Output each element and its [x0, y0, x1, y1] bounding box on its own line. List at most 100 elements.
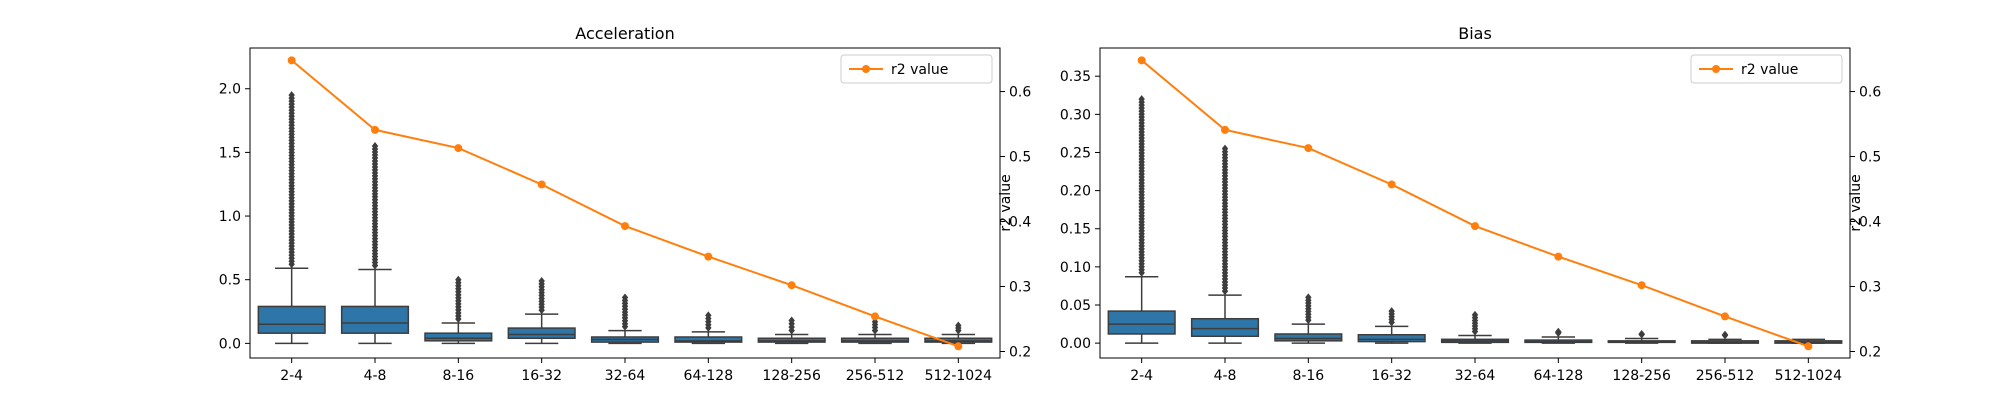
y-tick-label: 0.20 — [1060, 184, 1091, 200]
r2-point — [537, 180, 546, 189]
y2-axis-ticks: 0.2 0.3 0.4 0.5 0.6 — [1000, 85, 1031, 361]
r2-series — [287, 56, 963, 351]
outlier-point — [1555, 327, 1562, 336]
x-tick-label: 128-256 — [762, 368, 821, 384]
chart-title: Bias — [1458, 24, 1492, 43]
outlier-point — [1138, 95, 1145, 104]
outlier-point — [1305, 293, 1312, 302]
y-tick-label: 0.35 — [1060, 69, 1091, 85]
x-tick-label: 4-8 — [364, 368, 387, 384]
y2-tick-label: 0.5 — [1859, 150, 1881, 166]
x-tick-label: 16-32 — [1371, 368, 1412, 384]
legend-box — [840, 54, 993, 84]
box-iqr — [424, 332, 493, 342]
y-axis-ticks: 0.0 0.5 1.0 1.5 2.0 — [219, 82, 250, 352]
legend-label: r2 value — [891, 62, 948, 78]
outlier-point — [705, 311, 712, 320]
legend: r2 value — [840, 54, 993, 84]
y-axis-ticks: 0.00 0.05 0.10 0.15 0.20 0.25 0.30 0.35 — [1060, 69, 1100, 352]
y2-tick-label: 0.3 — [1859, 280, 1881, 296]
x-tick-label: 128-256 — [1612, 368, 1671, 384]
y-tick-label: 0.5 — [219, 273, 241, 289]
x-tick-label: 32-64 — [1455, 368, 1496, 384]
x-axis-ticks: 2-4 4-8 8-16 16-32 32-64 64-128 128-256 256-512… — [1130, 358, 1842, 384]
r2-point — [871, 312, 879, 321]
outlier-point — [1471, 310, 1479, 319]
outlier-point — [788, 316, 795, 325]
legend-label: r2 value — [1741, 62, 1798, 78]
y-tick-label: 0.25 — [1060, 145, 1091, 161]
r2-point — [954, 342, 963, 351]
box-iqr — [1107, 310, 1176, 335]
y2-tick-label: 0.2 — [1859, 345, 1881, 361]
y2-tick-label: 0.3 — [1009, 280, 1031, 296]
y-tick-label: 1.0 — [219, 209, 241, 225]
box-iqr — [1190, 317, 1260, 338]
box-iqr — [674, 336, 743, 343]
x-tick-label: 256-512 — [846, 368, 905, 384]
r2-point — [1304, 144, 1313, 153]
y2-tick-label: 0.2 — [1009, 345, 1031, 361]
box-iqr — [507, 327, 576, 340]
chart-acceleration: 0.0 0.5 1.0 1.5 2.0 0.2 0.3 0.4 0.5 0.6 2-4 4-8 8-… — [219, 24, 1032, 384]
chart-title: Acceleration — [575, 24, 674, 43]
r2-point — [454, 144, 463, 153]
y-tick-label: 0.00 — [1060, 336, 1091, 352]
r2-point — [287, 56, 296, 65]
y-tick-label: 0.15 — [1060, 222, 1091, 238]
y2-axis-label: r2 value — [1848, 174, 1864, 231]
box-iqr — [257, 305, 326, 334]
y2-tick-label: 0.6 — [1009, 85, 1031, 101]
y2-axis-label: r2 value — [998, 174, 1014, 231]
legend: r2 value — [1690, 54, 1843, 84]
r2-point — [621, 222, 629, 231]
y2-tick-label: 0.6 — [1859, 85, 1881, 101]
r2-point — [1721, 312, 1729, 321]
y2-tick-label: 0.5 — [1009, 150, 1031, 166]
y-tick-label: 2.0 — [219, 82, 241, 98]
x-tick-label: 64-128 — [1534, 368, 1584, 384]
r2-point — [1387, 180, 1396, 189]
outlier-point — [455, 275, 462, 284]
x-tick-label: 4-8 — [1214, 368, 1237, 384]
outlier-point — [1638, 329, 1645, 338]
y-tick-label: 0.0 — [219, 336, 241, 352]
outlier-point — [1721, 330, 1729, 339]
x-tick-label: 16-32 — [521, 368, 562, 384]
legend-box — [1690, 54, 1843, 84]
outlier-point — [288, 91, 295, 100]
y2-tick-label: 0.4 — [1009, 215, 1031, 231]
x-tick-label: 2-4 — [1130, 368, 1153, 384]
box-iqr — [340, 305, 410, 334]
chart-bias: 0.000.050.100.150.200.250.300.35 0.20.30… — [1060, 24, 1882, 384]
y-tick-label: 1.5 — [219, 145, 241, 161]
x-tick-label: 32-64 — [605, 368, 646, 384]
r2-point — [1554, 252, 1563, 261]
box-iqr — [1357, 333, 1426, 343]
box-plots — [257, 91, 993, 345]
r2-point — [704, 252, 713, 261]
x-tick-label: 8-16 — [1292, 368, 1324, 384]
r2-point — [1221, 125, 1229, 134]
x-tick-label: 512-1024 — [925, 368, 992, 384]
y-tick-label: 0.10 — [1060, 260, 1091, 276]
x-tick-label: 2-4 — [280, 368, 303, 384]
r2-point — [1471, 222, 1479, 231]
x-tick-label: 512-1024 — [1775, 368, 1842, 384]
x-tick-label: 8-16 — [442, 368, 474, 384]
legend-marker — [1712, 65, 1720, 73]
y2-tick-label: 0.4 — [1859, 215, 1881, 231]
x-axis-ticks: 2-4 4-8 8-16 16-32 32-64 64-128 128-256 256-512… — [280, 358, 992, 384]
box-iqr — [1274, 333, 1343, 342]
r2-point — [1804, 342, 1813, 351]
outlier-point — [538, 276, 545, 285]
r2-point — [1137, 56, 1146, 65]
y-tick-label: 0.30 — [1060, 107, 1091, 123]
legend-marker — [862, 65, 870, 73]
r2-series — [1137, 56, 1813, 351]
outlier-point — [1221, 144, 1229, 153]
outlier-point — [955, 321, 962, 330]
r2-point — [1637, 281, 1646, 290]
r2-point — [787, 281, 796, 290]
